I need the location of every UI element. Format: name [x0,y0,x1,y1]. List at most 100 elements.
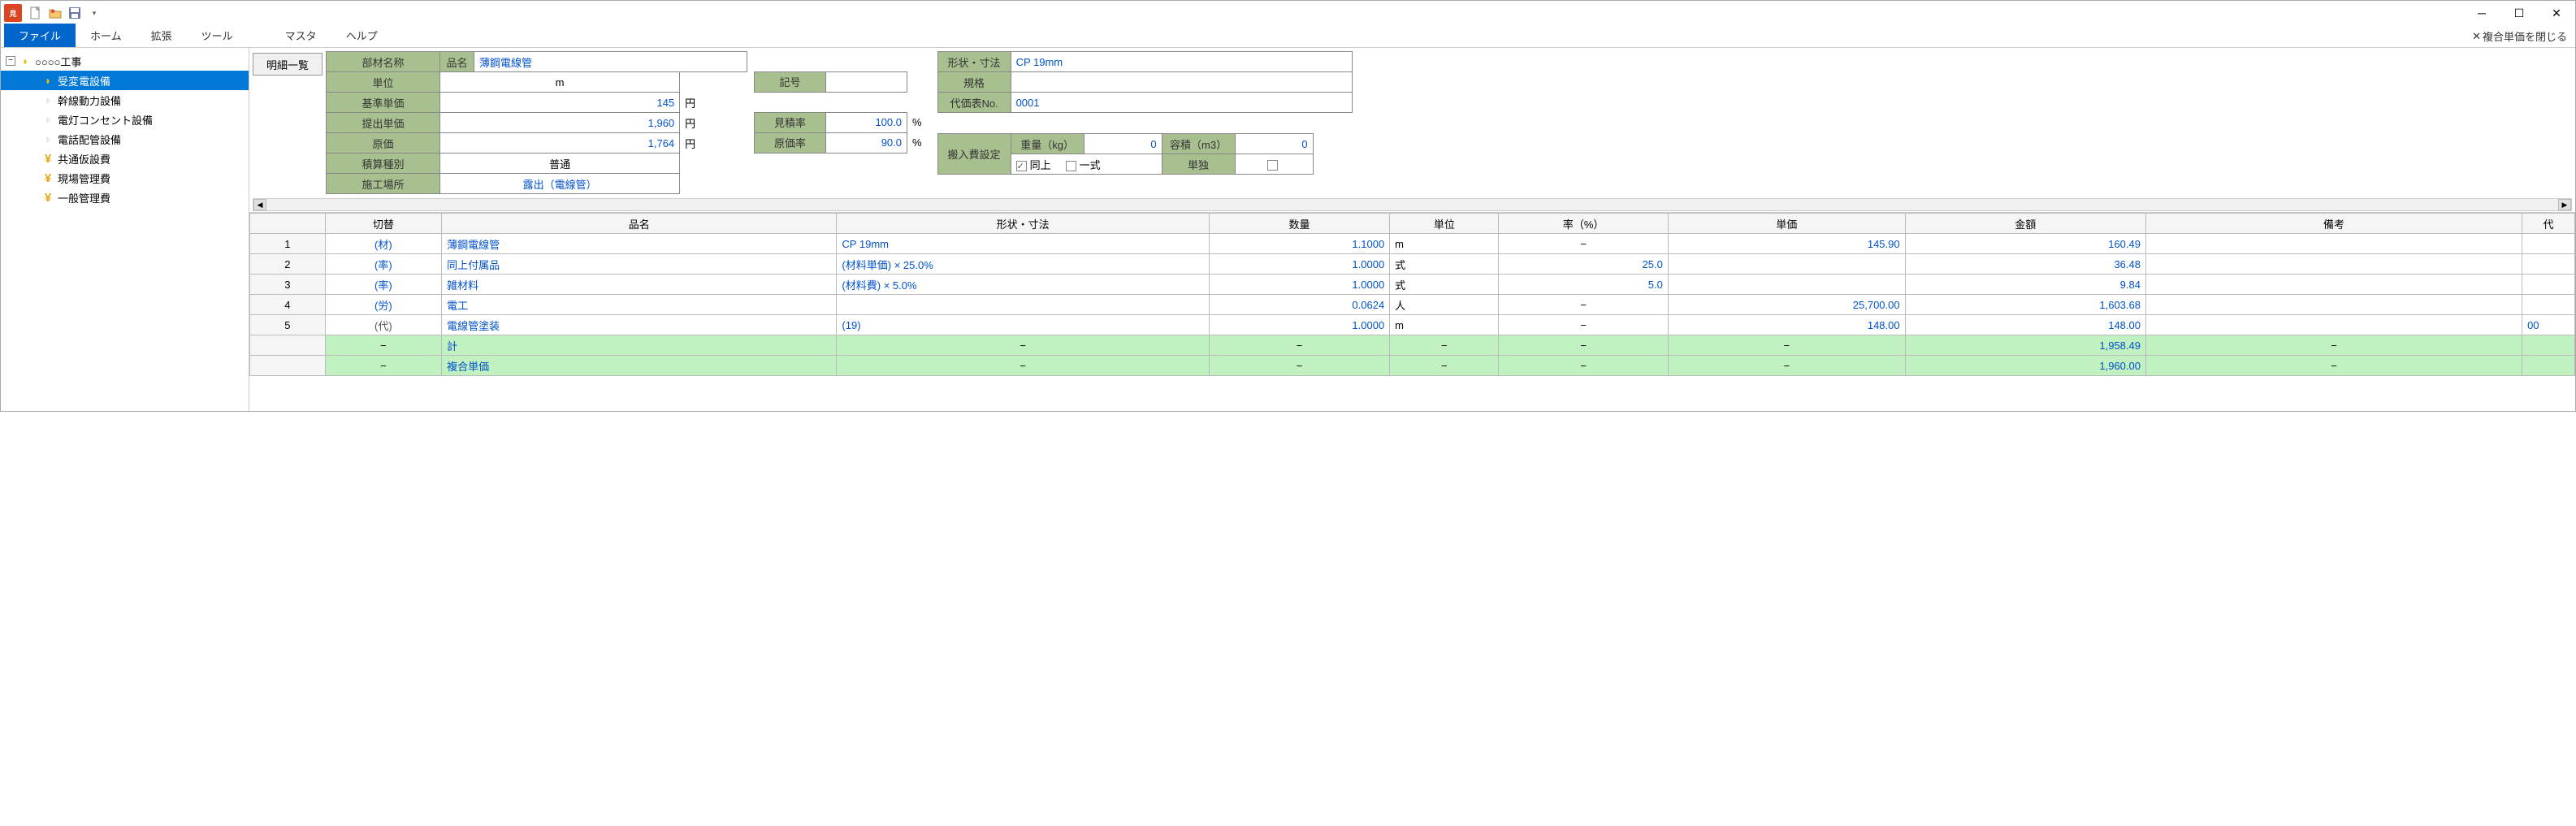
detail-grid[interactable]: 切替品名形状・寸法数量単位率（%）単価金額備考代1(材)薄鋼電線管CP 19mm… [249,212,2575,411]
grid-cell[interactable]: 5.0 [1499,275,1668,295]
val-kigou[interactable] [826,71,907,92]
grid-cell[interactable]: 0.0624 [1209,295,1389,315]
grid-header[interactable]: 形状・寸法 [837,214,1209,234]
grid-cell[interactable]: 1.0000 [1209,254,1389,275]
grid-cell[interactable]: − [1499,234,1668,254]
grid-cell[interactable]: 人 [1390,295,1499,315]
maximize-button[interactable]: ☐ [2500,1,2538,25]
grid-cell[interactable]: 00 [2522,315,2575,335]
grid-cell[interactable]: 3 [250,275,326,295]
grid-cell[interactable]: (代) [325,315,442,335]
grid-cell[interactable]: (労) [325,295,442,315]
grid-cell[interactable]: 1 [250,234,326,254]
grid-cell[interactable]: 電線管塗装 [442,315,837,335]
grid-cell[interactable]: 雑材料 [442,275,837,295]
tree-item[interactable]: ¥現場管理費 [1,168,249,188]
grid-cell[interactable]: 148.00 [1668,315,1905,335]
grid-cell[interactable] [2522,275,2575,295]
tree-root[interactable]: − ◗ ○○○○工事 [1,51,249,71]
grid-cell[interactable]: 9.84 [1905,275,2145,295]
val-tani[interactable]: m [440,72,680,93]
open-icon[interactable] [48,6,63,20]
val-sekisan[interactable]: 普通 [440,154,680,174]
val-youseki[interactable]: 0 [1235,134,1313,154]
grid-cell[interactable]: 薄鋼電線管 [442,234,837,254]
project-tree[interactable]: − ◗ ○○○○工事 ◗受変電設備◗幹線動力設備◗電灯コンセント設備◗電話配管設… [1,48,249,411]
tree-item[interactable]: ¥共通仮設費 [1,149,249,168]
grid-header[interactable]: 代 [2522,214,2575,234]
minimize-button[interactable]: ─ [2463,1,2500,25]
save-icon[interactable] [67,6,82,20]
close-composite-price-button[interactable]: ✕複合単価を閉じる [2464,25,2575,47]
grid-cell[interactable] [2145,295,2522,315]
grid-cell[interactable]: 36.48 [1905,254,2145,275]
grid-cell[interactable] [837,295,1209,315]
grid-header[interactable]: 切替 [325,214,442,234]
qat-dropdown-icon[interactable]: ▾ [87,6,102,20]
grid-cell[interactable]: CP 19mm [837,234,1209,254]
table-row[interactable]: 1(材)薄鋼電線管CP 19mm1.1000m−145.90160.49 [250,234,2575,254]
val-kikaku[interactable] [1011,72,1352,93]
val-sekou[interactable]: 露出（電線管） [440,174,680,194]
scroll-right-icon[interactable]: ▶ [2558,199,2571,210]
grid-cell[interactable]: (19) [837,315,1209,335]
grid-cell[interactable]: 25,700.00 [1668,295,1905,315]
tab-help[interactable]: ヘルプ [331,24,392,47]
close-button[interactable]: ✕ [2538,1,2575,25]
grid-cell[interactable] [1668,275,1905,295]
grid-cell[interactable] [2145,275,2522,295]
grid-header[interactable]: 数量 [1209,214,1389,234]
tab-file[interactable]: ファイル [4,24,76,47]
table-row[interactable]: 5(代)電線管塗装(19)1.0000m−148.00148.0000 [250,315,2575,335]
scroll-left-icon[interactable]: ◀ [253,199,266,210]
grid-cell[interactable]: 式 [1390,275,1499,295]
val-hinmei[interactable]: 薄鋼電線管 [474,52,747,72]
grid-cell[interactable]: 同上付属品 [442,254,837,275]
grid-cell[interactable]: 4 [250,295,326,315]
table-row[interactable]: 4(労)電工0.0624人−25,700.001,603.68 [250,295,2575,315]
tab-ext[interactable]: 拡張 [136,24,187,47]
grid-cell[interactable] [2522,234,2575,254]
grid-cell[interactable]: 145.90 [1668,234,1905,254]
val-daika[interactable]: 0001 [1011,93,1352,113]
grid-cell[interactable] [2145,234,2522,254]
tree-item[interactable]: ◗幹線動力設備 [1,90,249,110]
val-genkaritsu[interactable]: 90.0 [826,132,907,153]
grid-cell[interactable]: (材) [325,234,442,254]
tree-item[interactable]: ◗電話配管設備 [1,129,249,149]
grid-cell[interactable] [2522,295,2575,315]
grid-cell[interactable]: − [1499,295,1668,315]
val-keijo[interactable]: CP 19mm [1011,52,1352,72]
grid-cell[interactable]: m [1390,315,1499,335]
grid-cell[interactable]: (材料単価) × 25.0% [837,254,1209,275]
grid-cell[interactable]: 148.00 [1905,315,2145,335]
form-hscrollbar[interactable]: ◀ ▶ [249,197,2575,212]
grid-cell[interactable]: 1.1000 [1209,234,1389,254]
checkbox-tandoku[interactable] [1267,160,1278,171]
chk-doujou-isshiki[interactable]: 同上 一式 [1011,154,1162,175]
grid-header[interactable]: 備考 [2145,214,2522,234]
checkbox-doujou[interactable] [1016,161,1027,171]
table-row[interactable]: 2(率)同上付属品(材料単価) × 25.0%1.0000式25.036.48 [250,254,2575,275]
grid-header[interactable]: 金額 [1905,214,2145,234]
grid-header[interactable]: 単価 [1668,214,1905,234]
detail-list-button[interactable]: 明細一覧 [253,53,323,76]
tab-tool[interactable]: ツール [187,24,248,47]
val-mitsumori[interactable]: 100.0 [826,112,907,132]
val-juuryou[interactable]: 0 [1084,134,1162,154]
tree-item[interactable]: ¥一般管理費 [1,188,249,207]
grid-cell[interactable]: − [1499,315,1668,335]
grid-cell[interactable]: 式 [1390,254,1499,275]
chk-tandoku[interactable] [1235,154,1313,175]
val-genka[interactable]: 1,764 [440,133,680,154]
tree-item[interactable]: ◗受変電設備 [1,71,249,90]
grid-cell[interactable]: 2 [250,254,326,275]
grid-cell[interactable]: 5 [250,315,326,335]
tree-item[interactable]: ◗電灯コンセント設備 [1,110,249,129]
tree-collapse-icon[interactable]: − [6,56,15,66]
grid-header[interactable]: 率（%） [1499,214,1668,234]
grid-header[interactable]: 単位 [1390,214,1499,234]
tab-home[interactable]: ホーム [76,24,136,47]
grid-cell[interactable]: m [1390,234,1499,254]
grid-cell[interactable]: 1.0000 [1209,315,1389,335]
